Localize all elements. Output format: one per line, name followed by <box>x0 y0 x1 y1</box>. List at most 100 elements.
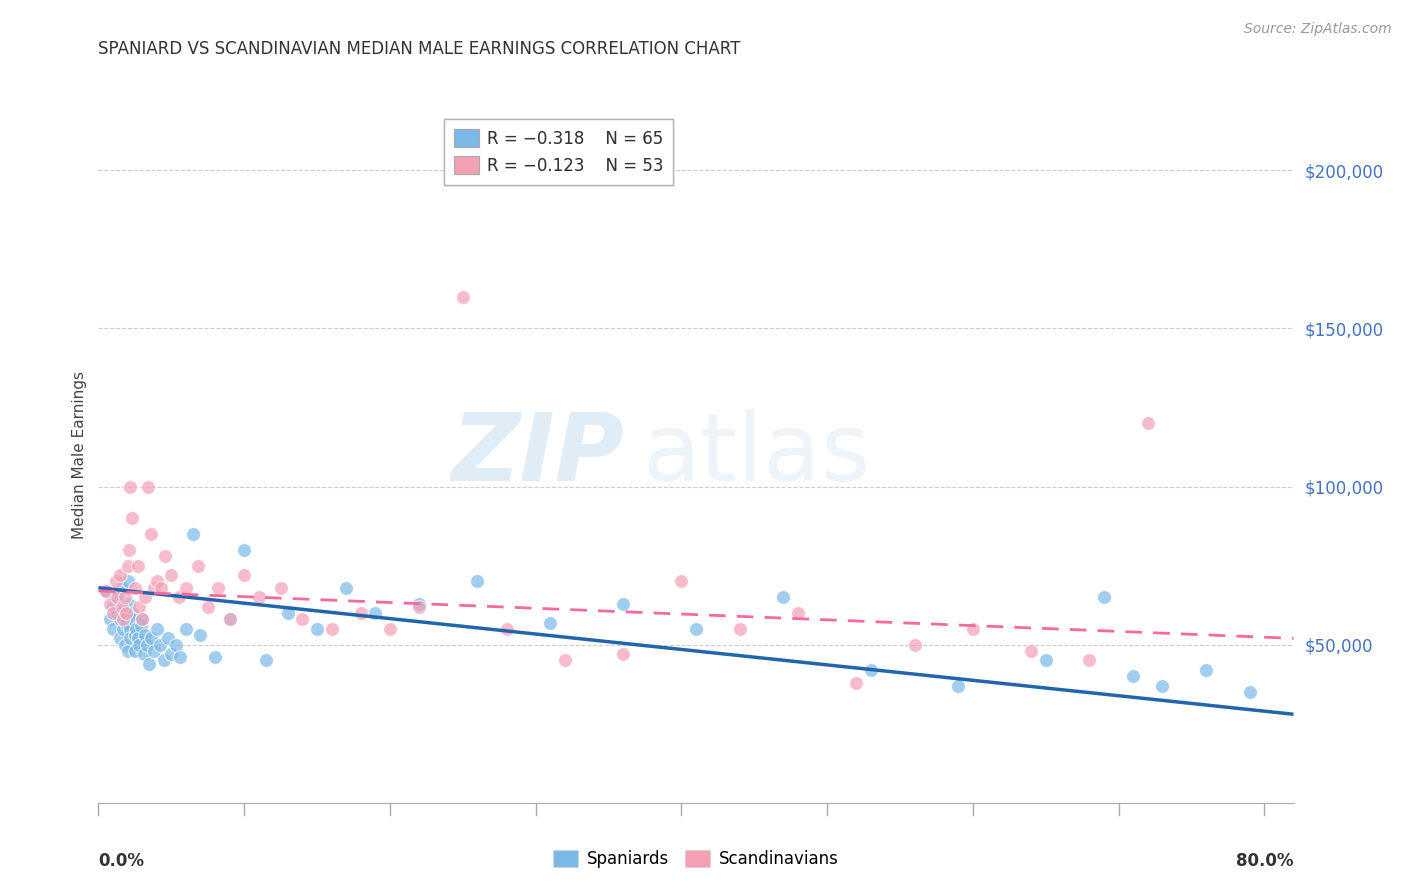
Point <box>94 583 117 598</box>
Text: ZIP: ZIP <box>451 409 624 501</box>
Point <box>467 574 489 589</box>
Text: 80.0%: 80.0% <box>1236 852 1294 870</box>
Point <box>136 479 159 493</box>
Point <box>114 638 136 652</box>
Point <box>111 599 134 614</box>
Point <box>142 581 165 595</box>
Point <box>111 581 134 595</box>
Point <box>408 597 430 611</box>
Point <box>1122 669 1144 683</box>
Point <box>685 622 707 636</box>
Point <box>114 591 136 605</box>
Point <box>124 644 146 658</box>
Point <box>1195 663 1218 677</box>
Point <box>350 606 373 620</box>
Point <box>233 542 256 557</box>
Point <box>110 612 132 626</box>
Point <box>120 632 142 646</box>
Point <box>160 647 183 661</box>
Point <box>612 597 634 611</box>
Point <box>145 622 167 636</box>
Point <box>98 612 121 626</box>
Point <box>139 527 162 541</box>
Point <box>129 618 152 632</box>
Point <box>612 647 634 661</box>
Point <box>335 581 357 595</box>
Point <box>155 549 177 563</box>
Point <box>131 612 153 626</box>
Point <box>117 644 139 658</box>
Point <box>131 612 153 626</box>
Point <box>128 599 150 614</box>
Point <box>364 606 387 620</box>
Point <box>101 599 124 614</box>
Point <box>118 542 141 557</box>
Point <box>117 574 139 589</box>
Point <box>128 638 150 652</box>
Point <box>772 591 794 605</box>
Point <box>165 638 187 652</box>
Point <box>174 622 197 636</box>
Point <box>149 638 172 652</box>
Point <box>104 591 127 605</box>
Point <box>845 675 868 690</box>
Point <box>124 581 146 595</box>
Point <box>186 558 208 573</box>
Point <box>104 574 127 589</box>
Point <box>112 622 135 636</box>
Point <box>157 632 180 646</box>
Point <box>138 657 160 671</box>
Point <box>962 622 984 636</box>
Point <box>903 638 925 652</box>
Text: SPANIARD VS SCANDINAVIAN MEDIAN MALE EARNINGS CORRELATION CHART: SPANIARD VS SCANDINAVIAN MEDIAN MALE EAR… <box>98 40 741 58</box>
Point <box>1152 679 1174 693</box>
Point <box>114 599 136 614</box>
Point <box>671 574 693 589</box>
Point <box>408 599 430 614</box>
Point <box>174 581 197 595</box>
Point <box>160 568 183 582</box>
Point <box>121 606 143 620</box>
Point <box>132 647 155 661</box>
Point <box>105 591 128 605</box>
Point <box>120 479 142 493</box>
Point <box>1035 653 1057 667</box>
Point <box>948 679 970 693</box>
Point <box>787 606 810 620</box>
Point <box>98 597 121 611</box>
Point <box>134 628 156 642</box>
Point <box>233 568 256 582</box>
Text: 0.0%: 0.0% <box>98 852 145 870</box>
Point <box>538 615 561 630</box>
Point <box>139 632 162 646</box>
Point <box>105 606 128 620</box>
Point <box>135 638 157 652</box>
Point <box>1019 644 1042 658</box>
Point <box>1078 653 1101 667</box>
Point <box>153 653 176 667</box>
Point <box>122 612 145 626</box>
Point <box>1239 685 1261 699</box>
Text: atlas: atlas <box>643 409 870 501</box>
Point <box>247 591 270 605</box>
Point <box>110 632 132 646</box>
Point <box>115 606 138 620</box>
Point <box>120 622 142 636</box>
Point <box>728 622 751 636</box>
Point <box>321 622 343 636</box>
Text: Source: ZipAtlas.com: Source: ZipAtlas.com <box>1244 22 1392 37</box>
Point <box>1136 417 1159 431</box>
Point <box>277 606 299 620</box>
Point <box>554 653 576 667</box>
Point <box>451 290 474 304</box>
Point <box>124 628 146 642</box>
Point <box>291 612 314 626</box>
Point <box>378 622 401 636</box>
Point <box>167 591 190 605</box>
Point <box>101 622 124 636</box>
Point <box>169 650 191 665</box>
Point <box>495 622 517 636</box>
Y-axis label: Median Male Earnings: Median Male Earnings <box>72 371 87 539</box>
Point <box>142 644 165 658</box>
Point <box>197 599 219 614</box>
